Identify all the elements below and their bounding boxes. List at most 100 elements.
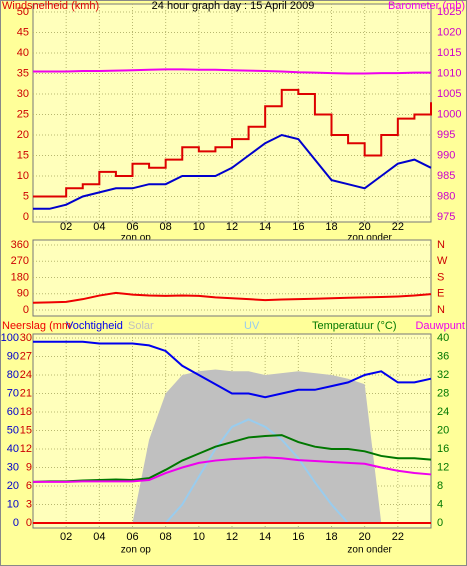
y-tick-label: 5 <box>23 190 29 202</box>
legend-entry: Windsnelheid (kmh) <box>2 0 99 12</box>
x-tick-label: 16 <box>292 531 304 543</box>
y2-tick-label: 32 <box>437 369 449 381</box>
x-tick-label: 02 <box>60 221 72 233</box>
y-tick-label: 20 <box>7 480 19 492</box>
annotation: zon onder <box>347 545 392 556</box>
annotation: zon op <box>121 233 151 244</box>
x-tick-label: 12 <box>226 221 238 233</box>
chart-title: 24 hour graph day : 15 April 2009 <box>152 0 315 12</box>
y2-tick-label: W <box>437 255 448 267</box>
x-tick-label: 22 <box>392 531 404 543</box>
y-tick-label: 50 <box>17 6 29 18</box>
legend-entry: Temperatuur (°C) <box>312 320 396 332</box>
y2-tick-label: 36 <box>437 350 449 362</box>
legend-entry: Dauwpunt <box>415 320 465 332</box>
line <box>33 133 432 210</box>
line <box>33 88 432 198</box>
y2-tick-label: 1010 <box>437 67 461 79</box>
y3-tick-label: 24 <box>20 369 32 381</box>
y-tick-label: 0 <box>23 211 29 223</box>
y-tick-label: 80 <box>7 369 19 381</box>
y-tick-label: 35 <box>17 67 29 79</box>
x-tick-label: 18 <box>325 531 337 543</box>
y2-tick-label: 1005 <box>437 88 461 100</box>
y2-tick-label: 40 <box>437 332 449 344</box>
line <box>33 340 432 399</box>
y-tick-label: 180 <box>11 271 29 283</box>
x-tick-label: 20 <box>359 531 371 543</box>
y-tick-label: 60 <box>7 406 19 418</box>
x-tick-label: 08 <box>160 221 172 233</box>
y3-tick-label: 30 <box>20 332 32 344</box>
x-tick-label: 16 <box>292 221 304 233</box>
y2-tick-label: 1000 <box>437 108 461 120</box>
y3-tick-label: 15 <box>20 424 32 436</box>
x-tick-label: 10 <box>193 531 205 543</box>
y2-tick-label: 1020 <box>437 26 461 38</box>
y-tick-label: 270 <box>11 255 29 267</box>
y3-tick-label: 6 <box>26 480 32 492</box>
x-tick-label: 08 <box>160 531 172 543</box>
annotation: zon op <box>121 545 151 556</box>
line <box>32 434 432 483</box>
y-tick-label: 45 <box>17 26 29 38</box>
x-tick-label: 18 <box>325 221 337 233</box>
y3-tick-label: 3 <box>26 498 32 510</box>
legend-entry: Solar <box>128 320 154 332</box>
x-tick-label: 14 <box>259 531 271 543</box>
line <box>33 456 432 483</box>
y2-tick-label: E <box>437 288 444 300</box>
y2-tick-label: 980 <box>437 190 455 202</box>
y3-tick-label: 18 <box>20 406 32 418</box>
y-tick-label: 90 <box>17 288 29 300</box>
x-tick-label: 20 <box>359 221 371 233</box>
y-tick-label: 25 <box>17 108 29 120</box>
y-tick-label: 40 <box>17 47 29 59</box>
y2-tick-label: 1025 <box>437 6 461 18</box>
y2-tick-label: 990 <box>437 149 455 161</box>
y-tick-label: 0 <box>13 517 19 529</box>
y2-tick-label: N <box>437 304 445 316</box>
x-tick-label: 06 <box>126 531 138 543</box>
y-tick-label: 90 <box>7 350 19 362</box>
y-tick-label: 10 <box>17 170 29 182</box>
y-tick-label: 50 <box>7 424 19 436</box>
y2-tick-label: 8 <box>437 480 443 492</box>
x-tick-label: 10 <box>193 221 205 233</box>
y-tick-label: 0 <box>23 304 29 316</box>
legend-entry: Barometer (mb) <box>388 0 465 12</box>
y3-tick-label: 27 <box>20 350 32 362</box>
legend-entry: Vochtigheid <box>66 320 123 332</box>
x-tick-label: 12 <box>226 531 238 543</box>
y-tick-label: 15 <box>17 149 29 161</box>
y2-tick-label: S <box>437 271 444 283</box>
y2-tick-label: 28 <box>437 387 449 399</box>
x-tick-label: 04 <box>93 531 105 543</box>
y-tick-label: 30 <box>17 88 29 100</box>
y2-tick-label: 975 <box>437 211 455 223</box>
y2-tick-label: 24 <box>437 406 449 418</box>
x-tick-label: 02 <box>60 531 72 543</box>
y3-tick-label: 12 <box>20 443 32 455</box>
x-tick-label: 06 <box>126 221 138 233</box>
y-tick-label: 10 <box>7 498 19 510</box>
y3-tick-label: 0 <box>26 517 32 529</box>
y-tick-label: 70 <box>7 387 19 399</box>
legend-entry: UV <box>244 320 260 332</box>
y2-tick-label: 20 <box>437 424 449 436</box>
y-tick-label: 20 <box>17 129 29 141</box>
line <box>32 291 432 304</box>
plot-area <box>32 3 432 223</box>
y2-tick-label: 1015 <box>437 47 461 59</box>
x-tick-label: 04 <box>93 221 105 233</box>
y-tick-label: 100 <box>1 332 19 344</box>
line <box>33 68 431 75</box>
y2-tick-label: 12 <box>437 461 449 473</box>
x-tick-label: 22 <box>392 221 404 233</box>
y2-tick-label: 995 <box>437 129 455 141</box>
y3-tick-label: 9 <box>26 461 32 473</box>
y-tick-label: 30 <box>7 461 19 473</box>
legend-entry: Neerslag (mm <box>2 320 71 332</box>
y-tick-label: 40 <box>7 443 19 455</box>
x-tick-label: 14 <box>259 221 271 233</box>
